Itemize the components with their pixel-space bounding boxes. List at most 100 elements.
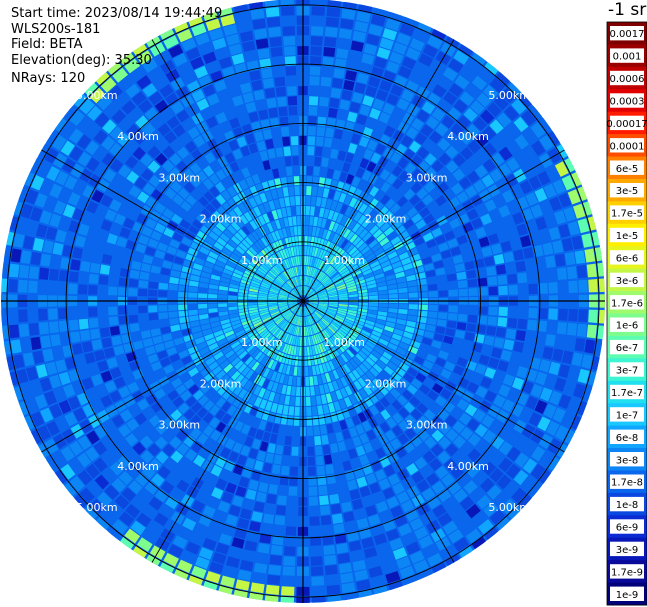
- range-gate: [189, 56, 205, 70]
- range-gate: [354, 319, 365, 326]
- range-gate: [250, 582, 265, 594]
- range-gate: [273, 328, 281, 337]
- range-gate: [457, 313, 468, 322]
- range-gate: [545, 255, 556, 268]
- range-gate: [202, 178, 214, 190]
- range-gate: [488, 233, 500, 245]
- range-gate: [183, 378, 195, 389]
- range-gate: [323, 545, 336, 556]
- range-gate: [425, 270, 436, 278]
- range-gate: [295, 206, 301, 216]
- range-gate: [288, 186, 295, 196]
- range-gate: [58, 216, 71, 231]
- range-gate: [110, 223, 122, 235]
- range-gate: [215, 409, 226, 421]
- range-gate: [355, 353, 365, 363]
- range-gate: [238, 302, 248, 306]
- range-gate: [145, 196, 158, 209]
- range-gate: [383, 226, 394, 237]
- range-gate: [409, 396, 421, 408]
- range-gate: [289, 294, 298, 299]
- range-gate: [304, 336, 307, 346]
- range-gate: [178, 402, 190, 415]
- range-gate: [276, 277, 285, 284]
- range-gate: [10, 248, 22, 263]
- range-gate: [337, 309, 347, 314]
- range-gate: [315, 146, 323, 157]
- range-gate: [140, 420, 154, 434]
- range-gate: [323, 264, 331, 273]
- range-gate: [334, 533, 347, 544]
- range-gate: [172, 232, 184, 242]
- range-gate: [348, 302, 358, 306]
- range-gate: [52, 451, 67, 468]
- range-gate: [185, 541, 201, 555]
- range-gate: [374, 177, 385, 189]
- range-gate: [215, 194, 226, 205]
- range-gate: [244, 155, 254, 166]
- range-gate: [44, 456, 59, 473]
- range-gate: [251, 417, 261, 429]
- range-gate: [288, 268, 293, 278]
- range-gate: [145, 393, 158, 406]
- range-gate: [409, 517, 424, 531]
- range-gate: [300, 266, 303, 276]
- range-gate: [498, 457, 513, 473]
- range-gate: [241, 319, 252, 326]
- range-gate: [311, 406, 318, 416]
- range-gate: [306, 426, 314, 436]
- range-gate: [187, 345, 199, 355]
- range-gate: [77, 223, 90, 236]
- range-gate: [269, 255, 277, 265]
- range-gate: [46, 166, 60, 182]
- range-gate: [103, 347, 115, 359]
- range-gate: [358, 308, 368, 313]
- range-gate: [97, 95, 113, 111]
- range-gate: [465, 58, 482, 74]
- range-gate: [154, 152, 168, 166]
- range-gate: [478, 519, 494, 535]
- range-gate: [279, 342, 286, 352]
- range-gate: [568, 309, 578, 322]
- range-gate: [320, 515, 332, 526]
- range-gate: [322, 56, 334, 67]
- colorbar-label-box: [610, 115, 644, 131]
- range-gate: [191, 500, 205, 513]
- range-gate: [117, 149, 131, 163]
- range-gate: [248, 307, 258, 311]
- range-gate: [406, 320, 416, 328]
- range-gate: [554, 377, 567, 392]
- range-gate: [490, 152, 505, 167]
- range-gate: [298, 306, 302, 316]
- range-gate: [249, 220, 258, 230]
- range-gate: [304, 246, 308, 256]
- range-gate: [362, 170, 372, 182]
- range-gate: [291, 290, 299, 298]
- range-gate: [77, 151, 92, 167]
- range-gate: [378, 206, 389, 217]
- range-gate: [311, 586, 325, 596]
- range-gate: [286, 76, 297, 86]
- ring-label: 3.00km: [406, 171, 448, 184]
- range-gate: [232, 396, 242, 408]
- range-gate: [414, 526, 429, 540]
- range-gate: [152, 257, 163, 267]
- range-gate: [243, 403, 253, 414]
- range-gate: [500, 87, 517, 104]
- range-gate: [291, 267, 296, 277]
- range-gate: [107, 85, 123, 101]
- range-gate: [308, 301, 318, 304]
- range-gate: [547, 268, 558, 281]
- range-gate: [180, 200, 192, 212]
- range-gate: [198, 547, 214, 560]
- range-gate: [342, 183, 351, 194]
- range-gate: [175, 249, 187, 259]
- range-gate: [306, 289, 314, 297]
- range-gate: [213, 351, 224, 361]
- range-gate: [155, 138, 169, 151]
- range-gate: [475, 386, 488, 399]
- range-gate: [307, 304, 316, 311]
- range-gate: [255, 408, 264, 419]
- range-gate: [276, 188, 284, 198]
- range-gate: [424, 263, 435, 272]
